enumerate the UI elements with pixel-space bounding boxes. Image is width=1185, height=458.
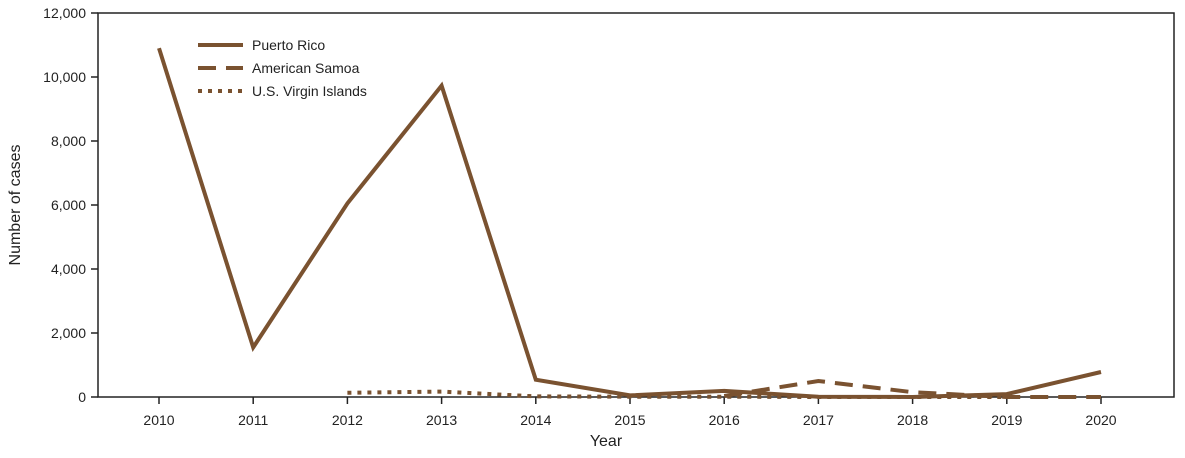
x-tick-label: 2016 (709, 412, 740, 428)
x-tick-label: 2019 (991, 412, 1022, 428)
legend-label: American Samoa (252, 60, 360, 76)
y-tick-label: 4,000 (51, 261, 86, 277)
legend-label: Puerto Rico (252, 37, 325, 53)
x-tick-label: 2013 (426, 412, 457, 428)
y-tick-label: 0 (78, 389, 86, 405)
x-tick-label: 2018 (897, 412, 928, 428)
x-tick-label: 2011 (238, 412, 268, 428)
x-tick-label: 2010 (143, 412, 174, 428)
y-axis-ticks: 0 2,000 4,000 6,000 8,000 10,000 12,000 (43, 5, 98, 405)
y-tick-label: 10,000 (43, 69, 86, 85)
x-tick-label: 2014 (520, 412, 551, 428)
y-tick-label: 12,000 (43, 5, 86, 21)
legend-label: U.S. Virgin Islands (252, 83, 367, 99)
y-tick-label: 2,000 (51, 325, 86, 341)
x-axis-ticks: 2010 2011 2012 2013 2014 2015 2016 2017 2018 2019… (143, 397, 1117, 428)
x-tick-label: 2015 (614, 412, 645, 428)
y-tick-label: 6,000 (51, 197, 86, 213)
y-axis-title: Number of cases (7, 145, 24, 266)
x-tick-label: 2012 (332, 412, 363, 428)
y-tick-label: 8,000 (51, 133, 86, 149)
series-layer (157, 47, 1102, 400)
series-line-puerto-rico (157, 47, 1102, 400)
series-line-american-samoa (723, 378, 1101, 399)
x-axis-title: Year (590, 433, 623, 450)
legend: Puerto Rico American Samoa U.S. Virgin Isl… (198, 37, 367, 99)
x-tick-label: 2020 (1085, 412, 1116, 428)
x-tick-label: 2017 (803, 412, 834, 428)
